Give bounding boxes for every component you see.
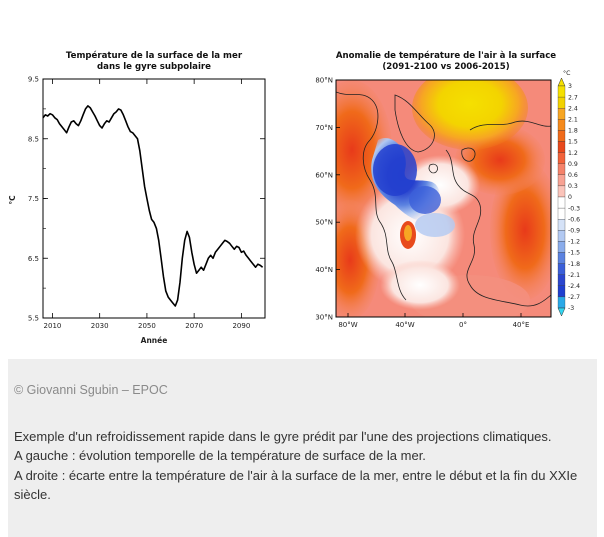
sst-line [42,105,264,307]
colorbar-label: 1.8 [568,128,578,135]
colorbar-label: -2.1 [568,272,580,279]
caption-line-1: Exemple d'un refroidissement rapide dans… [14,429,552,444]
right-chart-title-line1: Anomalie de température de l'air à la su… [336,50,556,61]
colorbar-swatch [557,230,566,242]
map-lat-label: 40°N [315,266,333,274]
colorbar-swatch [557,263,566,275]
caption-text: Exemple d'un refroidissement rapide dans… [14,427,584,504]
map-lon-label: 40°W [395,321,414,329]
map-lon-label: 0° [459,321,467,329]
caption-box [8,359,597,537]
colorbar-label: 2.7 [568,94,578,101]
left-chart-frame [42,78,266,319]
colorbar-swatch [557,152,566,164]
left-x-tick-label: 2050 [138,322,156,330]
colorbar-label: 1.5 [568,139,578,146]
left-x-tick-label: 2070 [185,322,203,330]
colorbar-swatch [557,130,566,142]
left-x-ticks: 2010 2030 2050 2070 2090 [44,79,250,330]
colorbar-swatch [557,119,566,131]
left-chart-title-line1: Température de la surface de la mer [66,50,243,61]
colorbar-unit: °C [563,69,570,77]
map-lat-ticks: 80°N 70°N 60°N 50°N 40°N 30°N [315,77,340,322]
figure: Température de la surface de la mer dans… [8,50,580,345]
anomaly-map [336,80,551,317]
colorbar-swatch [557,196,566,209]
colorbar-label: -0.3 [568,205,580,212]
left-y-ticks: 9.5 8.5 7.5 6.5 5.5 [28,76,265,323]
colorbar-swatch [557,108,566,120]
right-chart-title-line2: (2091-2100 vs 2006-2015) [382,62,509,72]
map-lat-label: 80°N [315,77,333,85]
colorbar-swatch [557,174,566,187]
colorbar-swatch [557,274,566,286]
map-lat-label: 70°N [315,124,333,132]
map-lon-label: 40°E [513,321,530,329]
right-chart-frame [335,79,552,318]
left-x-tick-label: 2010 [44,322,62,330]
colorbar-label: -1.5 [568,250,580,257]
colorbar-label: 3 [568,83,572,90]
colorbar-bottom-arrow [557,307,566,317]
colorbar-label: -3 [568,305,574,312]
left-series [42,105,264,307]
colorbar-label: -0.6 [568,216,580,223]
colorbar-swatch [557,241,566,253]
left-y-tick-label: 5.5 [28,315,39,323]
left-x-axis-label: Année [141,336,168,345]
colorbar-label: 1.2 [568,150,578,157]
colorbar-label: -2.4 [568,283,580,290]
left-y-axis-label: °C [8,195,17,205]
left-x-tick-label: 2090 [232,322,250,330]
colorbar-swatch [557,296,566,309]
left-y-tick-label: 9.5 [28,76,39,84]
colorbar-label: 2.4 [568,105,578,112]
colorbar-label: 0.6 [568,172,578,179]
colorbar-label: 0.3 [568,183,578,190]
colorbar-label: -0.9 [568,228,580,235]
colorbar-swatch [557,207,566,220]
left-y-tick-label: 8.5 [28,135,39,143]
photo-credit: © Giovanni Sgubin – EPOC [14,383,168,397]
colorbar-swatch [557,285,566,298]
left-y-tick-label: 7.5 [28,195,39,203]
colorbar-swatch [557,163,566,175]
map-lat-label: 50°N [315,219,333,227]
map-lon-ticks: 80°W 40°W 0° 40°E [338,313,529,329]
colorbar-swatch [557,141,566,153]
colorbar-swatch [557,219,566,231]
colorbar-label: 0.9 [568,161,578,168]
left-y-tick-label: 6.5 [28,255,39,263]
colorbar-swatch [557,252,566,264]
figure-svg: Température de la surface de la mer dans… [8,50,580,345]
map-lat-label: 30°N [315,314,333,322]
colorbar-label: 0 [568,194,572,201]
colorbar-swatch [557,96,566,109]
left-chart-title-line2: dans le gyre subpolaire [97,62,211,72]
map-lon-label: 80°W [338,321,357,329]
colorbar-label: 2.1 [568,117,578,124]
colorbar-swatch [557,85,566,98]
map-lat-label: 60°N [315,171,333,179]
colorbar-label: -2.7 [568,294,580,301]
colorbar-label: -1.8 [568,261,580,268]
caption-line-3: A droite : écarte entre la température d… [14,467,578,502]
colorbar: 3 2.7 2.4 2.1 1.8 1.5 1.2 0.9 0.6 0.3 0 -0.3 -0.6 -0.… [557,77,580,317]
colorbar-label: -1.2 [568,239,580,246]
colorbar-top-arrow [557,77,566,87]
colorbar-swatch [557,185,566,198]
left-x-tick-label: 2030 [91,322,109,330]
caption-line-2: A gauche : évolution temporelle de la te… [14,448,426,464]
